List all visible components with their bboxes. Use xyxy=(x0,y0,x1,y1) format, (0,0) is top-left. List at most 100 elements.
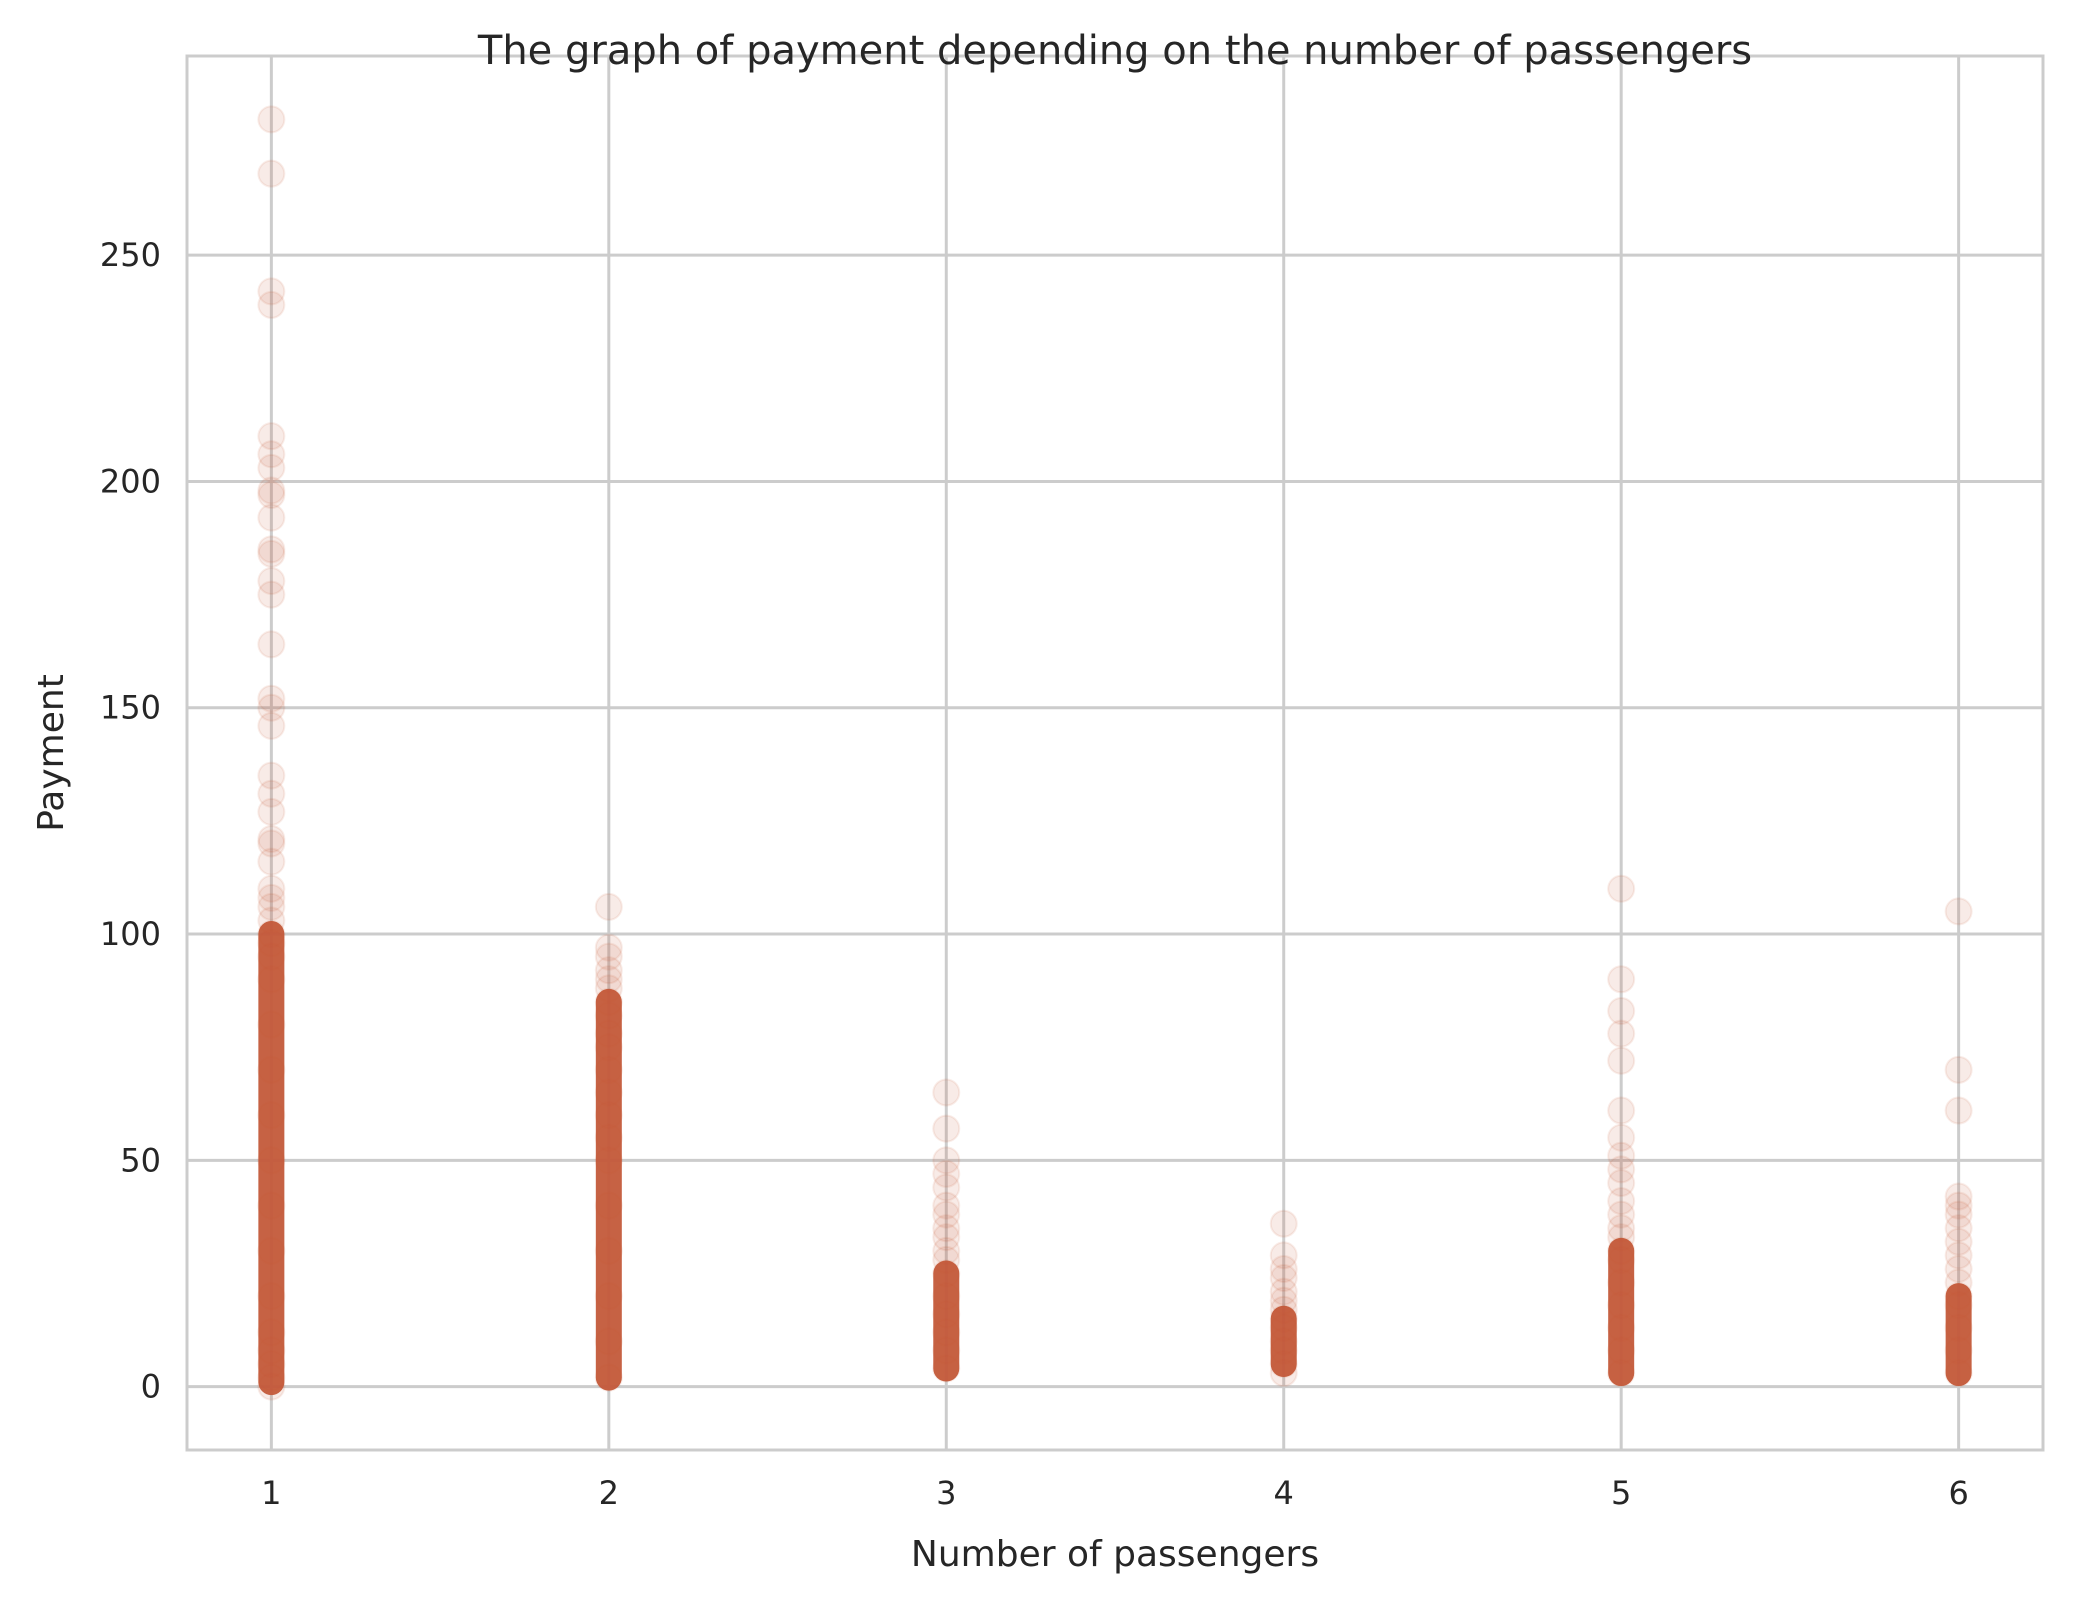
data-point xyxy=(257,1282,286,1311)
data-point xyxy=(594,1001,623,1030)
x-tick-label: 1 xyxy=(261,1474,281,1512)
data-point xyxy=(594,892,623,921)
data-point xyxy=(1607,996,1636,1025)
x-tick-label: 3 xyxy=(936,1474,956,1512)
data-point xyxy=(257,453,286,482)
data-point xyxy=(257,779,286,808)
data-point xyxy=(257,929,286,958)
data-point xyxy=(1944,1254,1973,1283)
data-point xyxy=(1944,1268,1973,1297)
data-point xyxy=(1944,1291,1973,1320)
data-point xyxy=(257,580,286,609)
data-point xyxy=(257,920,286,949)
data-point xyxy=(1944,897,1973,926)
data-point xyxy=(257,1055,286,1084)
data-point xyxy=(257,481,286,510)
data-point xyxy=(257,630,286,659)
data-points xyxy=(257,105,1973,1401)
data-point xyxy=(1607,1223,1636,1252)
data-point xyxy=(1944,1282,1973,1311)
data-point xyxy=(594,1146,623,1175)
data-point xyxy=(932,1318,961,1347)
data-point xyxy=(257,1101,286,1130)
data-point xyxy=(1944,1214,1973,1243)
data-point xyxy=(257,440,286,469)
data-point xyxy=(257,1363,286,1392)
data-point xyxy=(257,1191,286,1220)
data-point xyxy=(932,1282,961,1311)
data-point xyxy=(594,1033,623,1062)
x-tick-label: 6 xyxy=(1948,1474,1968,1512)
data-point xyxy=(932,1236,961,1265)
data-point xyxy=(1269,1336,1298,1365)
data-point xyxy=(594,1123,623,1152)
data-point xyxy=(257,874,286,903)
data-point xyxy=(257,829,286,858)
y-tick-label: 100 xyxy=(100,915,161,953)
data-point xyxy=(932,1214,961,1243)
data-point xyxy=(1269,1313,1298,1342)
data-point xyxy=(1607,1168,1636,1197)
data-point xyxy=(1944,1200,1973,1229)
data-point xyxy=(257,290,286,319)
data-point xyxy=(1269,1209,1298,1238)
data-point xyxy=(257,105,286,134)
data-point xyxy=(594,942,623,971)
data-point xyxy=(594,1191,623,1220)
data-point xyxy=(257,476,286,505)
x-tick-label: 2 xyxy=(599,1474,619,1512)
data-point xyxy=(932,1300,961,1329)
data-point xyxy=(1607,1313,1636,1342)
data-point xyxy=(257,684,286,713)
data-point xyxy=(594,974,623,1003)
data-point xyxy=(594,933,623,962)
data-point xyxy=(1607,1214,1636,1243)
data-point xyxy=(932,1259,961,1288)
y-tick-label: 0 xyxy=(141,1368,161,1406)
data-point xyxy=(257,1010,286,1039)
data-point xyxy=(257,824,286,853)
data-point xyxy=(257,1350,286,1379)
data-point xyxy=(932,1200,961,1229)
data-point xyxy=(1607,1123,1636,1152)
y-tick-label: 200 xyxy=(100,462,161,500)
data-point xyxy=(932,1223,961,1252)
data-point xyxy=(1944,1191,1973,1220)
data-point xyxy=(1944,1313,1973,1342)
data-point xyxy=(1607,1291,1636,1320)
data-point xyxy=(1269,1286,1298,1315)
data-point xyxy=(1607,1336,1636,1365)
data-point xyxy=(257,539,286,568)
data-point xyxy=(257,1336,286,1365)
data-point xyxy=(1607,1236,1636,1265)
data-point xyxy=(594,1019,623,1048)
data-point xyxy=(257,942,286,971)
y-tick-label: 250 xyxy=(100,236,161,274)
data-point xyxy=(257,535,286,564)
y-tick-labels: 0 50 100 150 200 250 xyxy=(100,236,161,1405)
data-point xyxy=(257,1372,286,1401)
data-point xyxy=(257,906,286,935)
data-point xyxy=(932,1354,961,1383)
x-axis-label: Number of passengers xyxy=(911,1534,1319,1575)
data-point xyxy=(1944,1182,1973,1211)
data-point xyxy=(257,965,286,994)
data-point xyxy=(594,956,623,985)
data-point xyxy=(1607,1096,1636,1125)
data-point xyxy=(1607,1268,1636,1297)
data-point xyxy=(594,987,623,1016)
data-point xyxy=(1269,1264,1298,1293)
data-point xyxy=(594,1327,623,1356)
y-tick-label: 50 xyxy=(120,1141,161,1179)
data-point xyxy=(257,1146,286,1175)
data-point xyxy=(257,1318,286,1347)
data-point xyxy=(1607,1245,1636,1274)
data-point xyxy=(1607,1155,1636,1184)
data-point xyxy=(1269,1304,1298,1333)
grid-lines xyxy=(187,56,2043,1450)
data-point xyxy=(594,1078,623,1107)
data-point xyxy=(1269,1254,1298,1283)
x-tick-label: 5 xyxy=(1611,1474,1631,1512)
data-point xyxy=(1607,874,1636,903)
